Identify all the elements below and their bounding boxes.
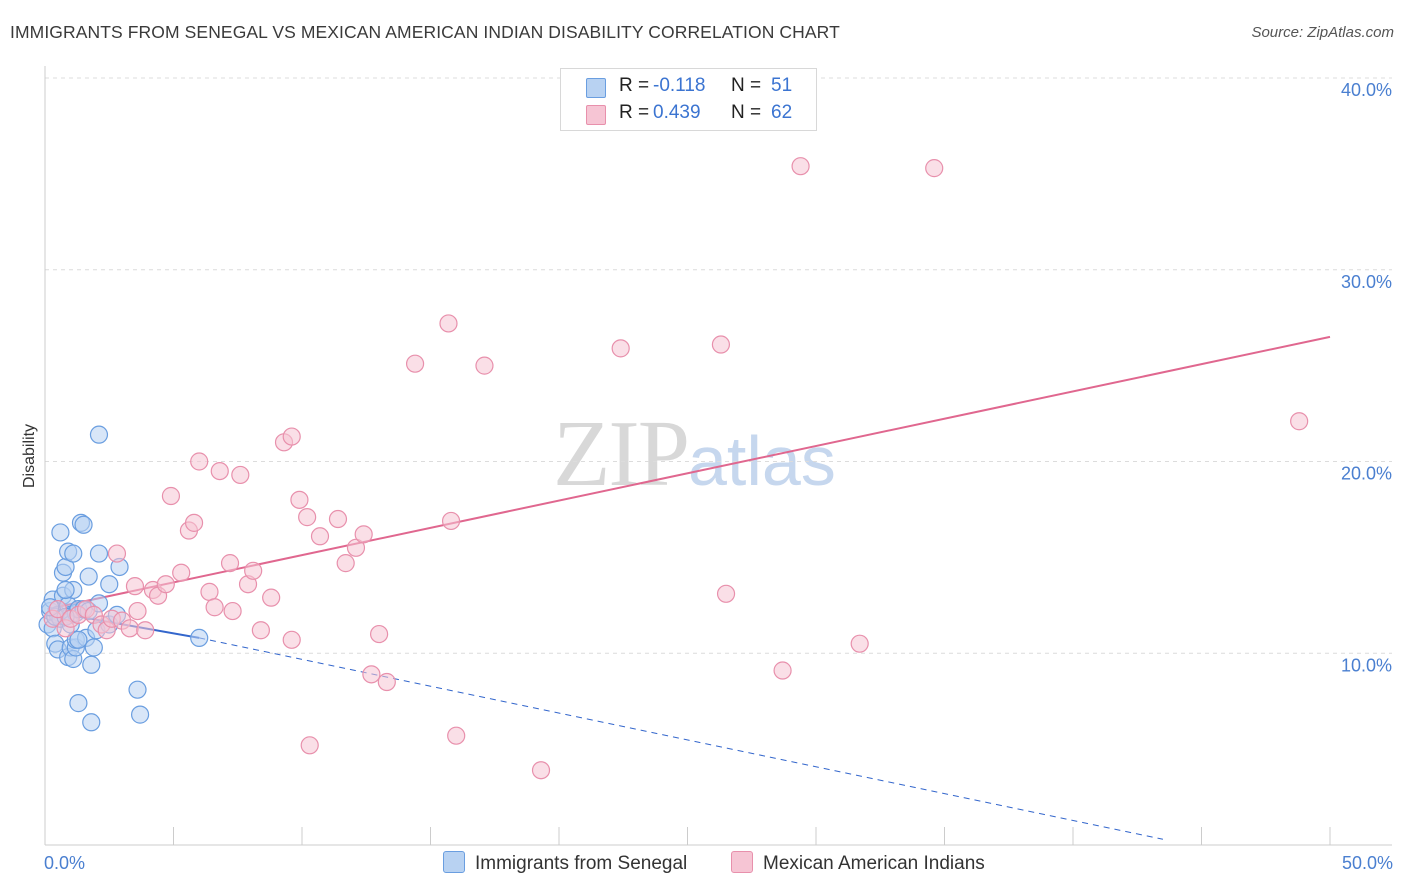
y-tick-label: 30.0% — [1341, 272, 1392, 292]
point-mexican-american-indians — [850, 634, 869, 653]
bottom-legend-mexican-american-indians: Mexican American Indians — [731, 851, 985, 875]
point-mexican-american-indians — [611, 339, 630, 358]
tick-labels: 10.0% 20.0% 30.0% 40.0% 0.0% 50.0% — [44, 80, 1393, 873]
point-mexican-american-indians — [200, 582, 219, 601]
legend-n-value: 51 — [771, 75, 793, 96]
point-mexican-american-indians — [125, 577, 145, 596]
point-mexican-american-indians — [223, 601, 242, 621]
point-senegal — [79, 567, 98, 586]
point-mexican-american-indians — [405, 354, 425, 373]
x-tick-label-max: 50.0% — [1342, 853, 1393, 873]
bottom-legend-swatch-pink — [731, 851, 753, 873]
point-senegal — [56, 580, 75, 600]
point-mexican-american-indians — [262, 588, 281, 607]
point-mexican-american-indians — [156, 575, 175, 594]
point-mexican-american-indians — [205, 598, 224, 617]
legend-r-value: 0.439 — [653, 102, 701, 123]
point-mexican-american-indians — [1290, 412, 1309, 431]
point-mexican-american-indians — [290, 490, 309, 509]
point-senegal — [100, 575, 119, 594]
point-mexican-american-indians — [716, 584, 736, 603]
point-mexican-american-indians — [791, 157, 810, 176]
point-senegal — [89, 425, 109, 444]
point-mexican-american-indians — [48, 600, 67, 619]
trend-line-senegal-extension — [199, 637, 1164, 840]
point-mexican-american-indians — [711, 335, 731, 354]
point-senegal — [128, 680, 147, 699]
legend-swatch-pink — [586, 105, 606, 125]
point-mexican-american-indians — [107, 544, 127, 563]
point-senegal — [69, 630, 88, 649]
point-senegal — [82, 655, 101, 674]
point-mexican-american-indians — [773, 661, 792, 680]
point-mexican-american-indians — [184, 513, 204, 532]
point-mexican-american-indians — [370, 624, 389, 644]
point-mexican-american-indians — [220, 554, 240, 573]
point-senegal — [89, 544, 109, 563]
point-mexican-american-indians — [210, 461, 229, 481]
point-mexican-american-indians — [531, 761, 551, 780]
point-mexican-american-indians — [190, 452, 209, 471]
point-mexican-american-indians — [441, 511, 461, 531]
point-mexican-american-indians — [282, 630, 301, 649]
point-mexican-american-indians — [244, 561, 263, 580]
point-senegal — [69, 694, 88, 713]
y-tick-label: 20.0% — [1341, 464, 1392, 484]
source-credit: Source: ZipAtlas.com — [1251, 24, 1394, 41]
chart-title: IMMIGRANTS FROM SENEGAL VS MEXICAN AMERI… — [10, 22, 840, 42]
watermark: ZIPatlas — [553, 400, 836, 508]
bottom-legend-senegal: Immigrants from Senegal — [443, 851, 687, 875]
legend-n-value: 62 — [771, 102, 793, 123]
point-mexican-american-indians — [300, 736, 319, 755]
point-senegal — [130, 705, 150, 724]
axes — [44, 66, 1392, 846]
point-senegal — [190, 628, 209, 648]
trend-line-mexican-american-indians — [47, 335, 1331, 611]
point-mexican-american-indians — [128, 601, 147, 621]
point-mexican-american-indians — [362, 665, 381, 684]
point-mexican-american-indians — [251, 621, 270, 640]
point-mexican-american-indians — [136, 621, 155, 640]
legend-swatch-blue — [586, 78, 606, 98]
point-mexican-american-indians — [346, 538, 366, 557]
bottom-legend-label: Mexican American Indians — [763, 853, 985, 874]
point-mexican-american-indians — [282, 427, 301, 446]
point-mexican-american-indians — [298, 508, 317, 527]
point-mexican-american-indians — [231, 465, 250, 485]
point-senegal — [74, 515, 93, 534]
point-mexican-american-indians — [172, 563, 191, 582]
point-mexican-american-indians — [925, 159, 944, 178]
point-mexican-american-indians — [475, 356, 494, 375]
point-mexican-american-indians — [310, 527, 330, 546]
bottom-legend-label: Immigrants from Senegal — [475, 853, 688, 874]
point-senegal — [84, 638, 103, 657]
bottom-legend-swatch-blue — [443, 851, 465, 873]
point-mexican-american-indians — [328, 509, 348, 529]
point-mexican-american-indians — [377, 672, 396, 692]
legend-r-label: R = — [619, 75, 650, 96]
watermark-zip: ZIP — [553, 402, 690, 506]
y-tick-label: 40.0% — [1341, 80, 1392, 100]
point-mexican-american-indians — [354, 525, 373, 544]
x-tick-label-min: 0.0% — [44, 853, 85, 873]
point-mexican-american-indians — [336, 554, 355, 573]
point-mexican-american-indians — [120, 619, 139, 638]
correlation-legend: R = -0.118 N = 51 R = 0.439 N = 62 — [560, 68, 817, 131]
point-mexican-american-indians — [439, 314, 458, 333]
point-senegal — [82, 713, 101, 732]
point-mexican-american-indians — [447, 726, 466, 745]
point-senegal — [51, 523, 70, 542]
legend-n-label: N = — [731, 75, 762, 96]
point-senegal — [64, 544, 83, 563]
y-tick-label: 10.0% — [1341, 655, 1392, 675]
point-mexican-american-indians — [161, 486, 181, 506]
legend-r-label: R = — [619, 102, 650, 123]
y-axis-label: Disability — [21, 424, 38, 488]
data-points — [38, 157, 1309, 780]
legend-n-label: N = — [731, 102, 762, 123]
legend-r-value: -0.118 — [653, 75, 706, 96]
